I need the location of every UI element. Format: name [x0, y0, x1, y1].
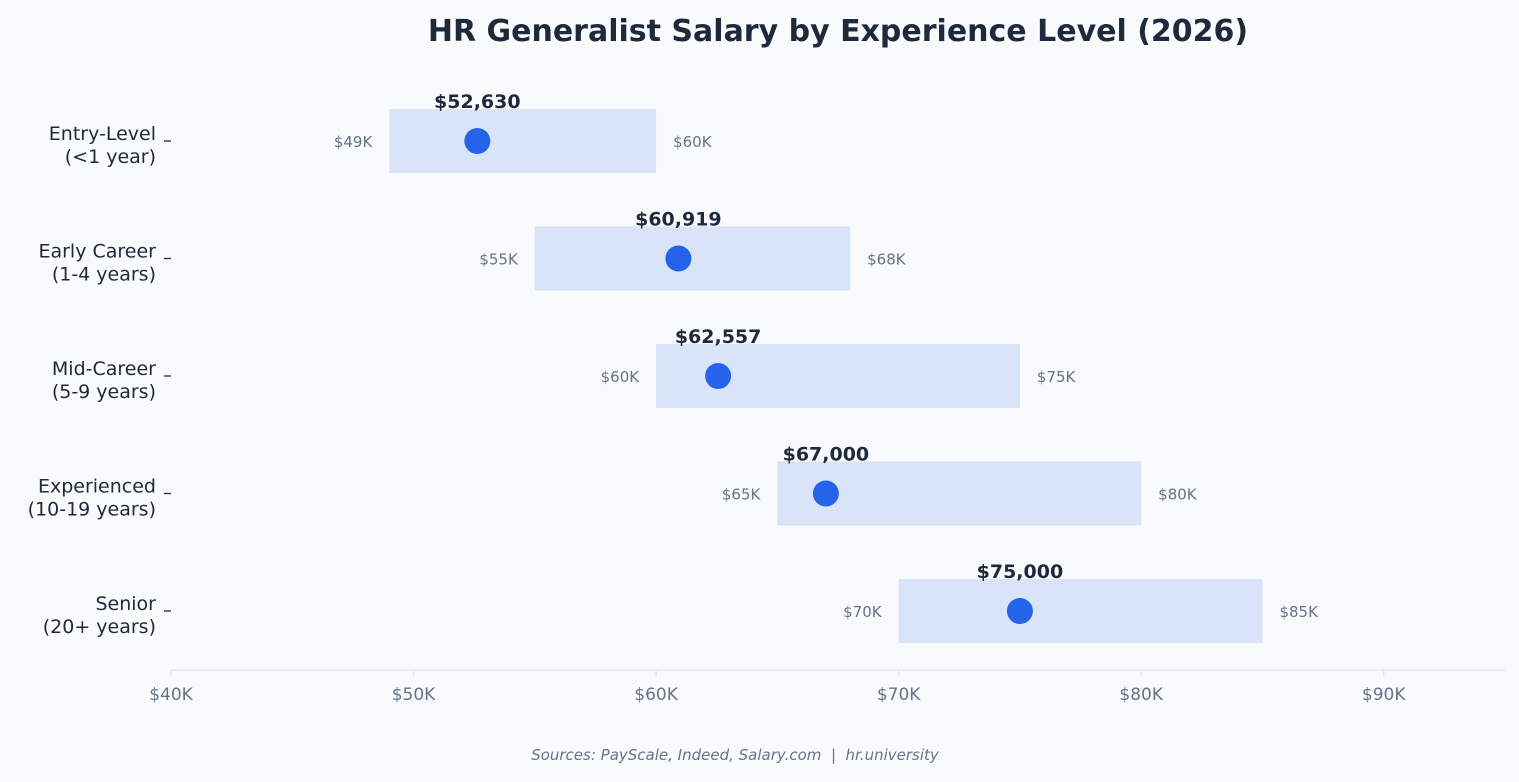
range-high-label: $75K: [1037, 368, 1077, 386]
range-low-label: $55K: [479, 251, 519, 269]
range-low-label: $60K: [601, 368, 641, 386]
category-name: Early Career: [38, 241, 156, 263]
median-value-label: $75,000: [977, 561, 1064, 583]
median-value-label: $67,000: [783, 444, 870, 466]
category-years: (10-19 years): [28, 499, 156, 521]
category-name: Experienced: [38, 476, 156, 498]
x-tick-label: $40K: [149, 685, 193, 705]
median-value-label: $52,630: [434, 91, 521, 113]
salary-range-bar: [898, 579, 1263, 643]
plot-area: $52,630 $49K $60K Entry-Level (<1 year) $60,9…: [28, 91, 1319, 643]
category-label: Experienced (10-19 years): [28, 476, 156, 521]
category-label: Senior (20+ years): [43, 593, 156, 638]
category-label: Mid-Career (5-9 years): [52, 358, 156, 403]
median-dot: [464, 128, 491, 154]
chart-title: HR Generalist Salary by Experience Level…: [428, 14, 1248, 49]
x-axis: $40K $50K $60K $70K $80K $90K: [149, 670, 1406, 705]
x-tick-label: $70K: [877, 685, 921, 705]
source-note: Sources: PayScale, Indeed, Salary.com | …: [531, 746, 940, 764]
range-high-label: $68K: [867, 251, 907, 269]
range-low-label: $49K: [334, 133, 374, 151]
category-label: Early Career (1-4 years): [38, 241, 156, 286]
median-value-label: $60,919: [635, 209, 722, 231]
range-high-label: $80K: [1158, 486, 1198, 504]
category-label: Entry-Level (<1 year): [49, 123, 156, 168]
category-name: Senior: [95, 593, 156, 615]
salary-range-bar: [389, 109, 657, 173]
range-low-label: $65K: [722, 486, 762, 504]
salary-range-bar: [534, 226, 851, 291]
range-high-label: $85K: [1279, 603, 1319, 621]
category-years: (<1 year): [65, 146, 156, 168]
x-tick-label: $80K: [1119, 685, 1163, 705]
range-high-label: $60K: [673, 133, 713, 151]
x-tick-label: $60K: [634, 685, 678, 705]
category-name: Entry-Level: [49, 123, 156, 145]
median-dot: [665, 245, 692, 272]
category-years: (1-4 years): [52, 264, 156, 286]
median-dot: [1006, 598, 1033, 624]
x-tick-label: $90K: [1362, 685, 1406, 705]
range-low-label: $70K: [843, 603, 883, 621]
median-value-label: $62,557: [675, 326, 762, 348]
median-dot: [812, 480, 839, 507]
median-dot: [705, 363, 732, 389]
x-tick-label: $50K: [392, 685, 436, 705]
category-years: (5-9 years): [52, 381, 156, 403]
category-years: (20+ years): [43, 616, 156, 638]
category-name: Mid-Career: [52, 358, 156, 380]
